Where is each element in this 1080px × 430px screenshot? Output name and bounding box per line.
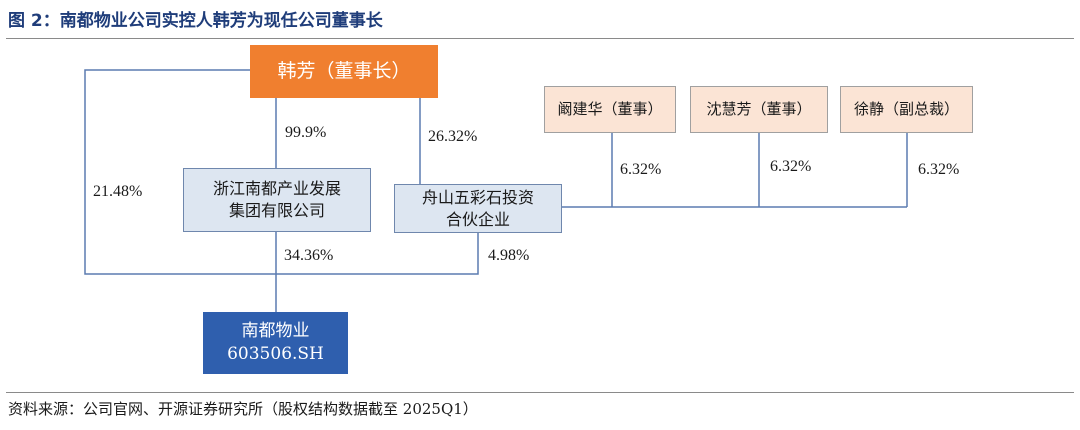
node-nandu-property: 南都物业 603506.SH	[203, 312, 348, 374]
pct-shenhuifang-zhoushan: 6.32%	[770, 158, 812, 175]
node-hanfang-label: 韩芳（董事长）	[277, 59, 411, 82]
pct-xujing-zhoushan: 6.32%	[918, 161, 960, 178]
node-kanjianhua-label: 阚建华（董事）	[557, 100, 663, 119]
node-nandu-line1: 南都物业	[241, 321, 310, 342]
line-hanfang-nandu	[84, 69, 276, 275]
figure-title: 图 2：南都物业公司实控人韩芳为现任公司董事长	[8, 11, 383, 31]
pct-hanfang-zhejiang: 99.9%	[285, 124, 327, 141]
node-xujing: 徐静（副总裁）	[840, 86, 973, 133]
node-zhejiang-line1: 浙江南都产业发展	[212, 179, 341, 199]
node-zhejiang-line2: 集团有限公司	[228, 201, 325, 220]
pct-zhoushan-nandu: 4.98%	[488, 247, 530, 264]
title-rule	[6, 38, 1074, 39]
node-zhejiang-nandu-group: 浙江南都产业发展 集团有限公司	[183, 168, 371, 232]
node-zhoushan-wucaishi: 舟山五彩石投资 合伙企业	[394, 184, 562, 233]
node-zhoushan-line2: 合伙企业	[445, 209, 510, 229]
node-hanfang: 韩芳（董事长）	[250, 45, 438, 98]
line-zhoushan-nandu	[276, 232, 479, 275]
source-note: 资料来源：公司官网、开源证券研究所（股权结构数据截至 2025Q1）	[8, 400, 478, 418]
node-kanjianhua: 阚建华（董事）	[544, 86, 676, 133]
pct-hanfang-zhoushan: 26.32%	[428, 128, 478, 145]
node-shenhuifang-label: 沈慧芳（董事）	[706, 100, 812, 119]
source-rule	[6, 392, 1074, 393]
pct-zhejiang-nandu: 34.36%	[284, 247, 334, 264]
node-shenhuifang: 沈慧芳（董事）	[690, 86, 828, 133]
pct-hanfang-nandu: 21.48%	[93, 183, 143, 200]
node-nandu-line2: 603506.SH	[227, 344, 324, 364]
pct-kanjianhua-zhoushan: 6.32%	[620, 161, 662, 178]
node-zhoushan-line1: 舟山五彩石投资	[421, 187, 534, 207]
node-xujing-label: 徐静（副总裁）	[853, 100, 959, 119]
